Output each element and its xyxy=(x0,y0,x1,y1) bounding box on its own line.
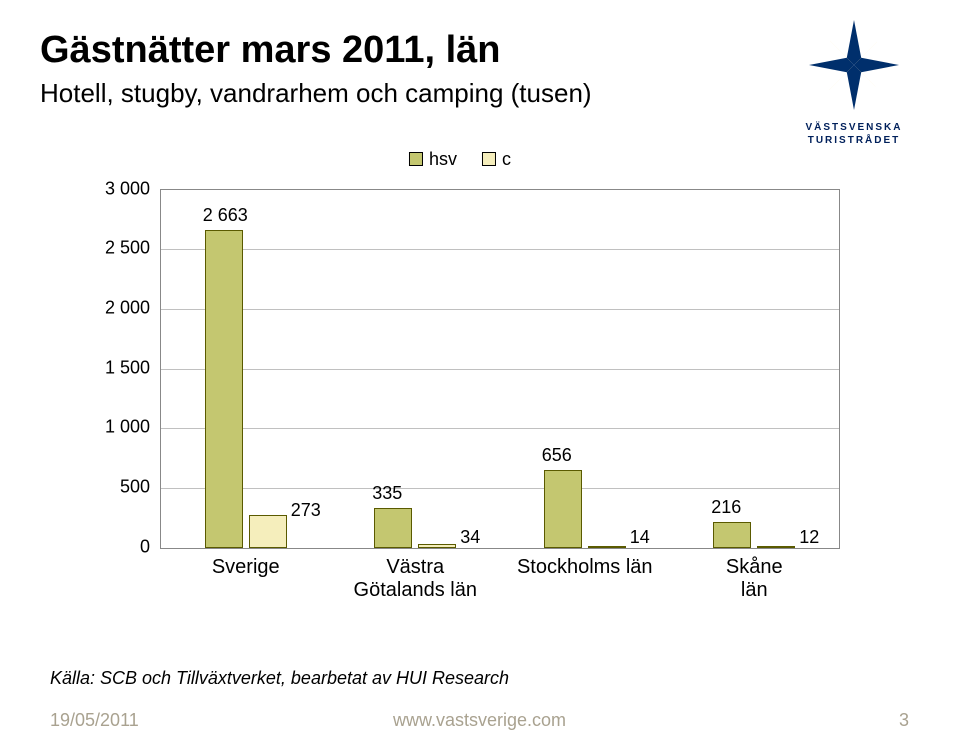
legend: hsv c xyxy=(399,149,521,172)
bar xyxy=(713,522,751,548)
bar-value-label: 273 xyxy=(291,500,321,521)
bar xyxy=(757,546,795,548)
y-axis-label: 2 500 xyxy=(80,238,150,259)
y-axis-label: 0 xyxy=(80,536,150,557)
logo: VÄSTSVENSKA TURISTRÅDET xyxy=(779,20,929,147)
x-axis-label: Skåne län xyxy=(712,548,797,602)
plot-area: Sverige2 663273Västra Götalands län33534… xyxy=(160,189,840,549)
y-axis-label: 1 500 xyxy=(80,357,150,378)
legend-swatch-icon xyxy=(482,152,496,166)
logo-text: VÄSTSVENSKA TURISTRÅDET xyxy=(779,121,929,147)
footer-pageno: 3 xyxy=(899,710,909,731)
bar-value-label: 2 663 xyxy=(203,205,248,226)
footer-url: www.vastsverige.com xyxy=(393,710,566,731)
footer: 19/05/2011 www.vastsverige.com 3 xyxy=(50,710,909,731)
bar xyxy=(205,230,243,548)
y-axis-label: 3 000 xyxy=(80,178,150,199)
bar xyxy=(374,508,412,548)
legend-item-c: c xyxy=(482,149,511,170)
bar xyxy=(418,544,456,548)
chart: hsv c Sverige2 663273Västra Götalands lä… xyxy=(80,169,840,609)
legend-label: c xyxy=(502,149,511,170)
bar-value-label: 12 xyxy=(799,527,819,548)
x-axis-label: Västra Götalands län xyxy=(354,548,477,602)
bar-value-label: 34 xyxy=(460,527,480,548)
x-axis-label: Stockholms län xyxy=(517,548,653,579)
bar-value-label: 656 xyxy=(542,445,572,466)
y-axis-label: 2 000 xyxy=(80,298,150,319)
footer-date: 19/05/2011 xyxy=(50,710,139,730)
legend-label: hsv xyxy=(429,149,457,170)
legend-item-hsv: hsv xyxy=(409,149,457,170)
bar xyxy=(544,470,582,548)
bar xyxy=(588,546,626,548)
y-axis-label: 1 000 xyxy=(80,417,150,438)
bar-value-label: 14 xyxy=(630,527,650,548)
source-text: Källa: SCB och Tillväxtverket, bearbetat… xyxy=(50,668,509,689)
bar-value-label: 335 xyxy=(372,483,402,504)
bar-value-label: 216 xyxy=(711,497,741,518)
slide: Gästnätter mars 2011, län Hotell, stugby… xyxy=(0,0,959,749)
x-axis-label: Sverige xyxy=(212,548,280,579)
legend-swatch-icon xyxy=(409,152,423,166)
bar xyxy=(249,515,287,548)
y-axis-label: 500 xyxy=(80,477,150,498)
compass-star-icon xyxy=(809,20,899,110)
